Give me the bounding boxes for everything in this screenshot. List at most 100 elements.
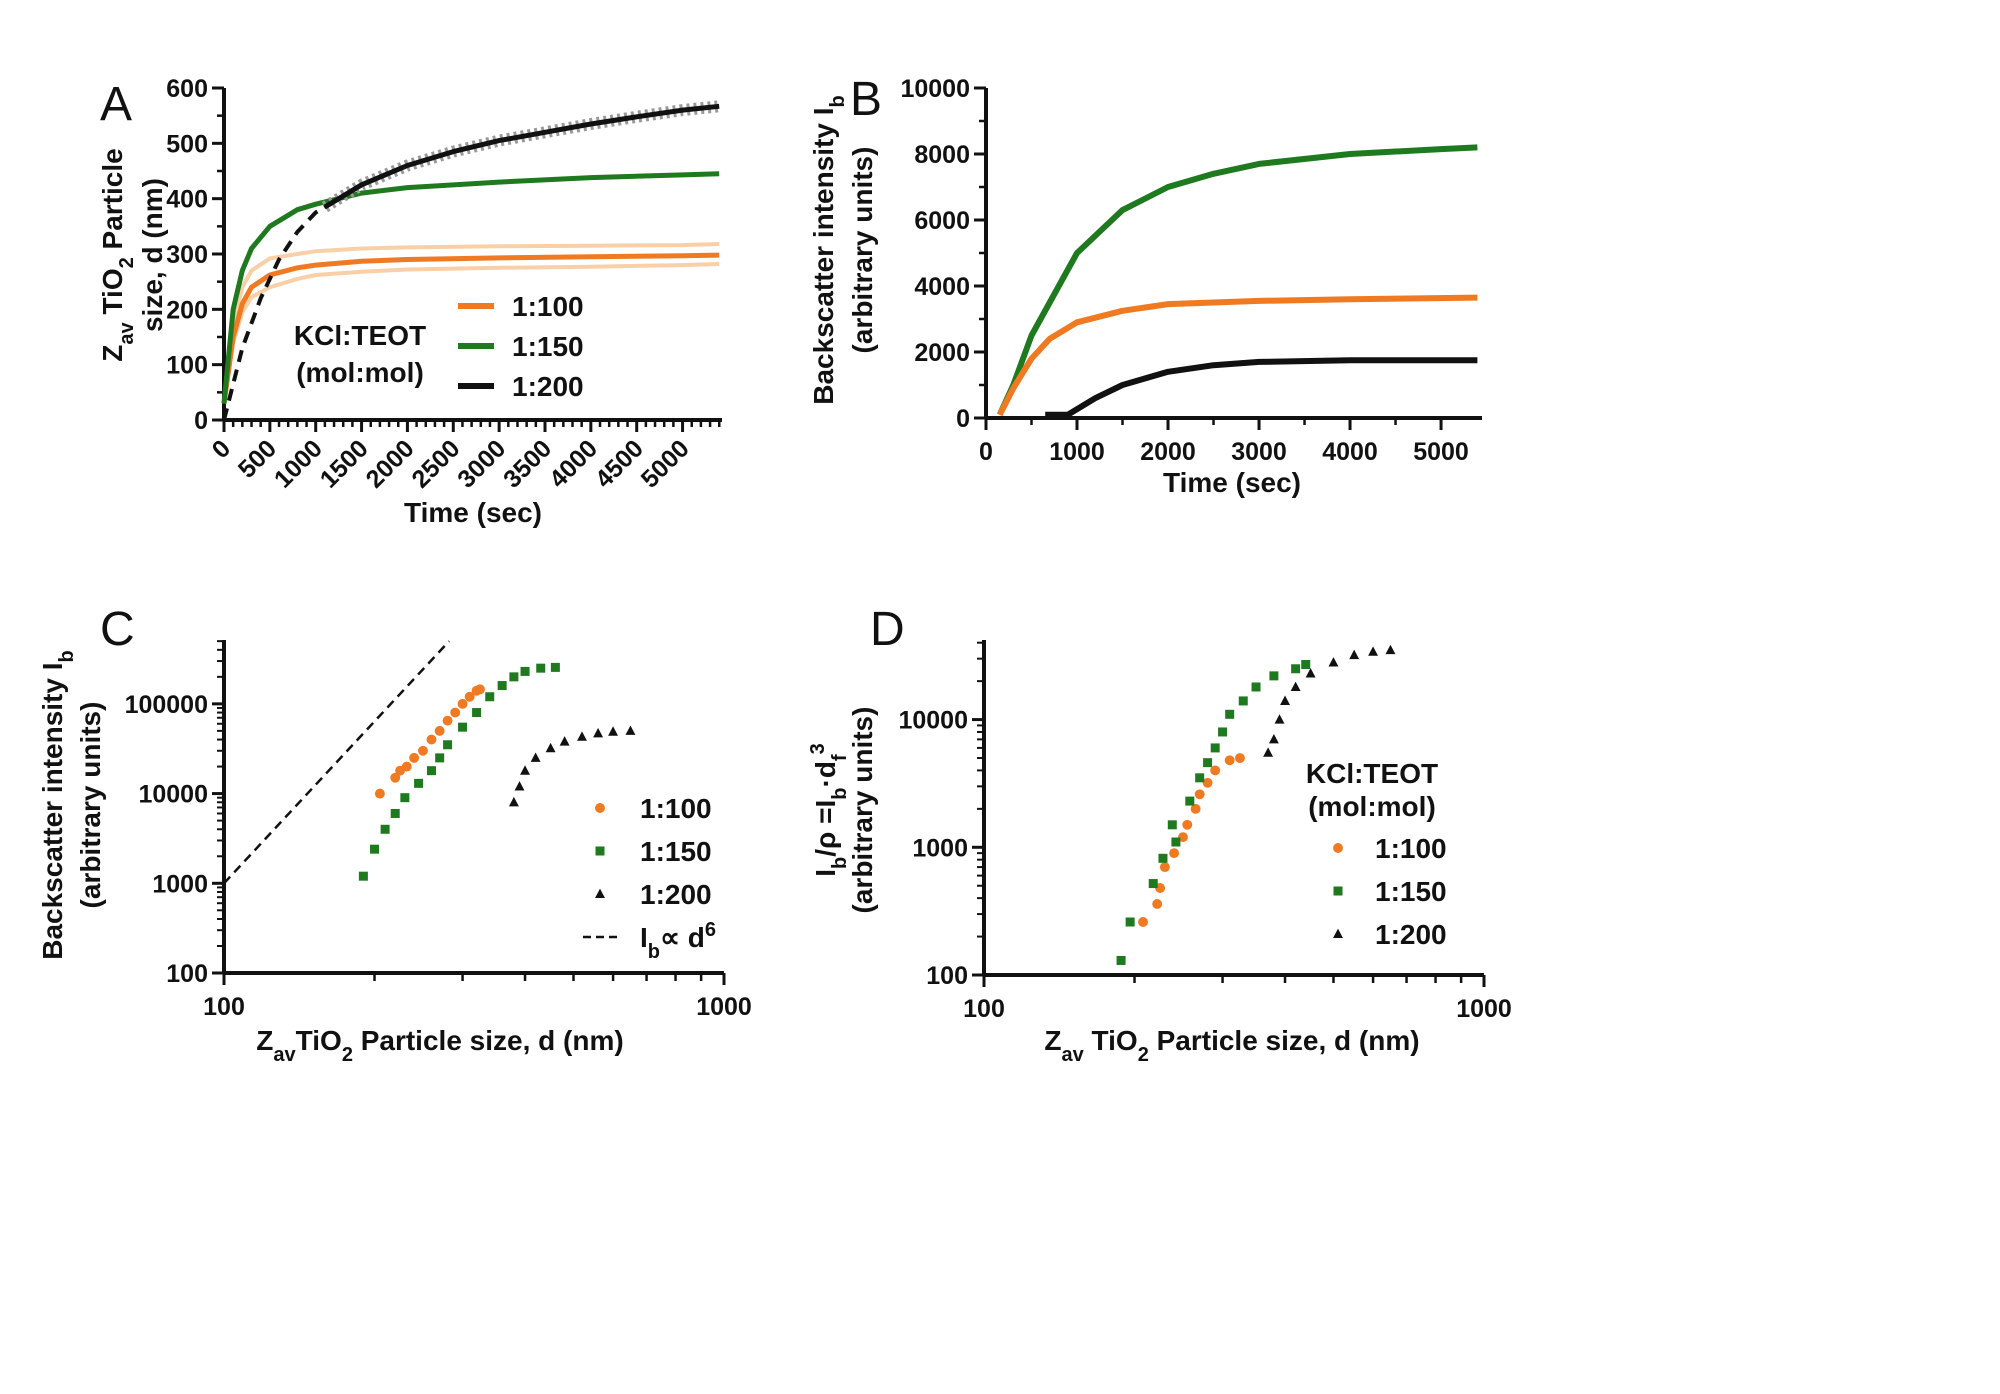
legend-label: 1:200 (512, 371, 584, 402)
y-axis-title-line1-part: Z (97, 345, 128, 362)
y-axis-title-line1-part: Particle (97, 148, 128, 257)
x-tick-label: 1000 (1049, 438, 1105, 466)
data-point (1301, 660, 1311, 670)
data-point (1268, 733, 1279, 744)
legend-subtitle: (mol:mol) (1308, 791, 1436, 822)
x-tick-label: 4500 (590, 434, 649, 493)
data-point (1159, 862, 1170, 873)
x-axis-title: Time (sec) (1163, 467, 1301, 498)
data-point (1333, 843, 1343, 853)
data-point (1116, 955, 1126, 965)
legend-label: 1:150 (1375, 876, 1447, 907)
series-1-150 (358, 662, 560, 881)
panel-C: C 100 1000 100 1000 10000 100000 ZavTiO2 Partic… (37, 603, 752, 1066)
data-point (1148, 879, 1158, 889)
data-point (390, 808, 400, 818)
legend-label: 1:200 (1375, 919, 1447, 950)
data-point (595, 803, 605, 813)
y-tick-label: 500 (166, 130, 208, 158)
x-tick-label: 5000 (636, 434, 695, 493)
data-point (1210, 765, 1221, 776)
x-tick-label: 3500 (498, 434, 557, 493)
data-point (1195, 773, 1205, 783)
series-1-100 (221, 242, 720, 404)
y-tick-label: 0 (194, 407, 208, 435)
y-tick-label: 400 (166, 186, 208, 214)
legend-label: 1:150 (640, 836, 712, 867)
series-1-150 (996, 144, 1478, 416)
data-point (497, 681, 507, 691)
x-tick-label: 2000 (361, 434, 420, 493)
data-point (1138, 917, 1148, 927)
series-1-200 (1045, 357, 1478, 418)
data-point (577, 731, 587, 741)
data-point (401, 761, 412, 772)
series-1-150 (221, 171, 720, 404)
data-point (472, 708, 482, 718)
data-point (380, 824, 390, 834)
y-axis-title-line1-part: av (116, 321, 138, 344)
y-axis-title-line1-part: Backscatter intensity I (37, 662, 68, 959)
x-tick-label: 3000 (1231, 438, 1287, 466)
x-axis-title-part: Z (1044, 1025, 1061, 1056)
y-axis-title-line1-part: b (827, 95, 849, 107)
data-point (457, 698, 468, 709)
data-point (595, 846, 605, 856)
data-point (608, 726, 619, 736)
series-line (221, 252, 720, 404)
y-axis-title-line1-part: I (810, 869, 841, 877)
x-tick-label: 0 (979, 438, 993, 466)
y-axis-title-line1-part: 3 (807, 743, 829, 754)
data-point (1194, 789, 1205, 800)
series-line (323, 103, 720, 210)
data-point (1333, 928, 1343, 939)
data-point (1368, 646, 1379, 656)
legend-label: 1:200 (640, 879, 712, 910)
data-point (1238, 696, 1248, 706)
x-axis-title-part: Particle size, d (nm) (1149, 1025, 1420, 1056)
data-point (442, 715, 453, 726)
x-axis-title-part: Z (256, 1025, 273, 1056)
x-tick-label: 1000 (1456, 995, 1512, 1023)
data-point (1125, 917, 1135, 927)
data-point (458, 722, 468, 732)
legend-reference-label-part: 6 (705, 919, 716, 941)
y-tick-label: 100000 (125, 691, 208, 719)
series-1-100 (374, 684, 485, 799)
data-point (443, 740, 453, 750)
y-axis-title-line2: size, d (nm) (137, 178, 168, 332)
y-axis-title-line1-part: 2 (116, 257, 138, 268)
data-point (550, 662, 560, 672)
x-tick-label: 100 (203, 993, 245, 1021)
data-point (1210, 743, 1220, 753)
data-point (435, 753, 445, 763)
y-tick-label: 8000 (914, 141, 970, 169)
y-axis-title-line1: Zav TiO2 Particle (97, 148, 138, 361)
y-tick-label: 2000 (914, 339, 970, 367)
x-tick-label: 1000 (269, 434, 328, 493)
y-axis-title-line1-part: /ρ =I (810, 800, 841, 857)
x-axis-title-part: av (273, 1044, 296, 1066)
y-axis-title-line1-part: f (829, 754, 851, 761)
y-axis-title-line2: (arbitrary units) (847, 707, 878, 914)
y-axis-title-line1-part: b (56, 650, 78, 662)
x-tick-label: 4000 (544, 434, 603, 493)
x-tick-label: 5000 (1413, 438, 1469, 466)
x-tick-label: 1000 (696, 993, 752, 1021)
data-point (414, 778, 424, 788)
legend-reference-label-part: I (640, 922, 648, 953)
data-point (485, 692, 495, 702)
series-1-200 (1263, 644, 1396, 757)
data-point (426, 766, 436, 776)
y-axis-title-line1: Backscatter intensity Ib (37, 650, 78, 959)
data-point (1190, 803, 1201, 814)
data-point (450, 707, 461, 718)
legend-label: 1:100 (640, 793, 712, 824)
legend-reference-label-part: b (648, 941, 660, 963)
data-point (370, 844, 380, 854)
data-point (1171, 837, 1181, 847)
x-axis-title: Time (sec) (404, 497, 542, 528)
y-axis-title-line1-part: TiO (97, 268, 128, 322)
data-point (1305, 667, 1316, 678)
